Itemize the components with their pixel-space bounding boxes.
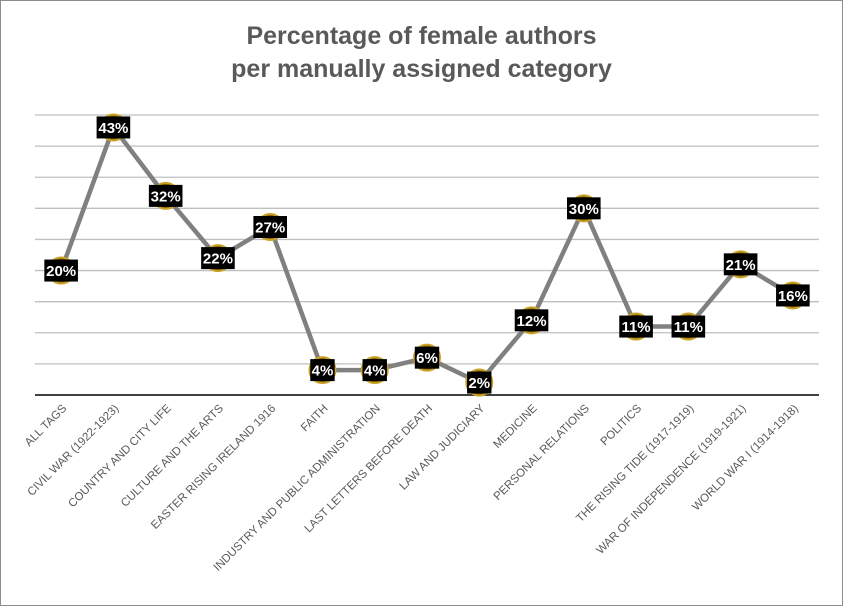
data-label-box: [362, 359, 387, 382]
chart-title-line-2: per manually assigned category: [231, 55, 612, 83]
x-tick-label: MEDICINE: [491, 402, 539, 450]
data-label-box: [201, 247, 235, 270]
data-label: 27%: [255, 220, 285, 237]
data-label: 16%: [778, 288, 808, 305]
data-label: 21%: [726, 257, 756, 274]
x-tick-label: PERSONAL RELATIONS: [492, 402, 592, 502]
data-label-box: [148, 184, 183, 207]
x-tick-label: POLITICS: [599, 402, 645, 448]
data-label-box: [776, 284, 810, 307]
data-labels: 20% 43% 32% 22% 27% 4% 4% 6% 2% 12% 30% 11% 11% 21% 16…: [44, 116, 810, 394]
x-tick-label: CIVIL WAR (1922-1923): [25, 403, 121, 499]
data-label-box: [44, 259, 78, 282]
data-label: 4%: [364, 363, 386, 380]
data-label: 2%: [468, 375, 490, 392]
x-tick-label: ALL TAGS: [23, 402, 70, 449]
data-label: 6%: [416, 350, 438, 367]
x-tick-label: CULTURE AND THE ARTS: [119, 402, 226, 509]
data-label-box: [567, 197, 601, 220]
data-label: 43%: [98, 120, 128, 137]
data-label: 22%: [203, 251, 233, 268]
data-label-box: [96, 116, 131, 139]
x-tick-label: COUNTRY AND CITY LIFE: [66, 402, 174, 510]
gridlines: [35, 114, 819, 365]
data-label-box: [467, 371, 492, 394]
data-label-box: [619, 315, 653, 338]
chart-title-line-1: Percentage of female authors: [246, 22, 597, 50]
data-label-box: [723, 253, 758, 276]
data-label-box: [253, 216, 287, 238]
data-label: 12%: [517, 313, 547, 330]
data-label: 4%: [312, 363, 334, 380]
x-tick-label: WORLD WAR I (1914-1918): [690, 403, 801, 514]
x-tick-label: LAW AND JUDICIARY: [398, 402, 488, 492]
data-label-box: [414, 346, 440, 369]
data-label: 11%: [674, 319, 703, 336]
data-label-box: [310, 359, 335, 382]
x-tick-label: FAITH: [299, 403, 331, 435]
data-label-box: [514, 309, 549, 332]
data-label: 30%: [569, 201, 599, 218]
chart-title: Percentage of female authors per manuall…: [0, 20, 843, 86]
data-label: 32%: [151, 188, 181, 205]
data-label: 11%: [621, 319, 650, 336]
data-label-box: [671, 315, 706, 338]
data-label: 20%: [46, 263, 76, 280]
